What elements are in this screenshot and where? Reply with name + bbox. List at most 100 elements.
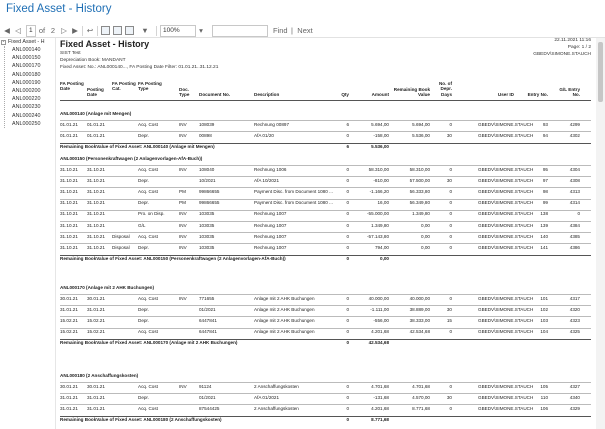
cell-document-no: 01/2021 [199, 394, 216, 400]
cell-amount: 1.349,80 [371, 222, 389, 228]
cell-gl-entry-no: 4384 [569, 222, 580, 228]
tree-item[interactable]: ANL000180 [12, 71, 41, 78]
cell-user-id: GBEDV\SIMONE.STAUCH [478, 405, 534, 411]
cell-depr-days: 30 [446, 306, 452, 312]
row-divider [60, 393, 591, 395]
cell-fa-posting-date: 30.01.21 [60, 383, 78, 389]
next-link[interactable]: Next [297, 26, 313, 35]
next-page-icon[interactable]: ▷ [61, 26, 67, 35]
cell-document-no: 91124 [199, 383, 212, 389]
cell-fa-posting-type: Depr. [138, 200, 149, 206]
cell-amount: -57.143,80 [367, 233, 389, 239]
report-toolbar: ◀ ◁ 1 of 2 ▷ ▶ ↩ ▼ 100% ▾ Find | Next [0, 24, 605, 38]
cell-amount: 4.201,68 [371, 405, 389, 411]
last-page-icon[interactable]: ▶ [72, 26, 78, 35]
tree-item[interactable]: ANL000190 [12, 79, 41, 86]
cell-depr-days: 30 [446, 394, 452, 400]
cell-document-no: 01/2021 [199, 306, 216, 312]
cell-remaining-book-value: 57.500,00 [409, 177, 430, 183]
tree-item[interactable]: ANL000250 [12, 120, 41, 127]
cell-user-id: GBEDV\SIMONE.STAUCH [478, 177, 534, 183]
cell-depr-days: 0 [449, 211, 452, 217]
find-input[interactable] [212, 25, 268, 37]
cell-amount: 4.701,68 [371, 383, 389, 389]
cell-depr-days: 0 [449, 405, 452, 411]
first-page-icon[interactable]: ◀ [4, 26, 10, 35]
cell-description: 2 Anschaffungskosten [254, 383, 299, 389]
cell-depr-days: 0 [449, 200, 452, 206]
title-bar: Fixed Asset - History [0, 0, 605, 24]
row-divider [60, 131, 591, 133]
tree-item[interactable]: ANL000200 [12, 88, 41, 94]
cell-gl-entry-no: 4385 [569, 233, 580, 239]
collapse-icon[interactable]: - [1, 39, 6, 45]
export-icon[interactable]: ▼ [141, 26, 149, 35]
cell-remaining-book-value: 1.349,80 [412, 211, 430, 217]
tree-item[interactable]: ANL000140 [12, 47, 41, 53]
back-icon[interactable]: ↩ [86, 26, 94, 35]
cell-amount: 794,00 [374, 244, 389, 250]
cell-fa-posting-type: Depr. [138, 132, 149, 138]
tree-item[interactable]: ANL000150 [12, 55, 41, 62]
tree-item[interactable]: ANL000230 [12, 104, 41, 111]
group-total-qty: 0 [346, 340, 349, 346]
cell-description: Anlage mit 2 AHK Buchungen [254, 317, 315, 323]
cell-fa-posting-date: 31.10.21 [60, 200, 78, 206]
tree-item[interactable]: ANL000170 [12, 63, 41, 70]
cell-remaining-book-value: 4.701,68 [412, 383, 430, 389]
cell-user-id: GBEDV\SIMONE.STAUCH [478, 132, 534, 138]
cell-description: Anlage mit 2 AHK Buchungen [254, 295, 315, 301]
cell-posting-date: 31.10.21 [87, 177, 105, 183]
group-total-label: Remaining BookValue of Fixed Asset: ANL0… [60, 340, 238, 346]
cell-amount: 40.000,00 [368, 295, 389, 301]
tree-item[interactable]: ANL000220 [12, 96, 41, 103]
cell-qty: 0 [346, 233, 349, 239]
row-divider [60, 142, 591, 144]
group-total-label: Remaining BookValue of Fixed Asset: ANL0… [60, 256, 286, 262]
window-title: Fixed Asset - History [6, 3, 112, 15]
row-divider [60, 416, 591, 418]
tree-item[interactable]: ANL000240 [12, 112, 41, 119]
cell-depr-days: 0 [449, 244, 452, 250]
cell-document-no: 99866655 [199, 200, 220, 206]
cell-document-no: 6447841 [199, 329, 217, 335]
cell-qty: 0 [346, 166, 349, 172]
cell-qty: 0 [346, 222, 349, 228]
zoom-select[interactable]: 100% [160, 25, 196, 37]
zoom-dropdown-icon[interactable]: ▾ [199, 26, 203, 35]
previous-page-icon[interactable]: ◁ [15, 26, 21, 35]
cell-gl-entry-no: 4304 [569, 166, 580, 172]
cell-fa-posting-type: Depr. [138, 394, 149, 400]
cell-fa-posting-date: 31.10.21 [60, 177, 78, 183]
cell-description: AfA 10/2021 [254, 177, 280, 183]
row-divider [60, 243, 591, 245]
cell-entry-no: 139 [540, 222, 548, 228]
cell-fa-posting-type: Depr. [138, 244, 149, 250]
vertical-scrollbar[interactable] [596, 38, 605, 429]
page-setup-icon[interactable] [125, 26, 134, 35]
cell-fa-posting-type: Acq. Cost [138, 405, 158, 411]
find-link[interactable]: Find [273, 26, 288, 35]
group-total-qty: 0 [346, 417, 349, 423]
page-number-input[interactable]: 1 [26, 25, 36, 37]
row-divider [60, 339, 591, 341]
print-layout-icon[interactable] [113, 26, 122, 35]
print-icon[interactable] [101, 26, 110, 35]
cell-fa-posting-date: 15.02.21 [60, 317, 78, 323]
cell-entry-no: 140 [540, 233, 548, 239]
cell-depr-days: 0 [449, 188, 452, 194]
scrollbar-thumb[interactable] [598, 42, 603, 102]
cell-user-id: GBEDV\SIMONE.STAUCH [478, 233, 534, 239]
cell-amount: -55.000,00 [367, 211, 389, 217]
cell-amount: 4.201,68 [371, 329, 389, 335]
cell-qty: 0 [346, 132, 349, 138]
tree-root[interactable]: Fixed Asset - H [8, 39, 45, 45]
cell-doc-type: INV [179, 295, 187, 301]
cell-description: Anlage mit 2 AHK Buchungen [254, 306, 315, 312]
col-remaining-book-value: Remaining Book Value [393, 87, 430, 98]
cell-gl-entry-no: 4313 [569, 188, 580, 194]
report-page-number: Page: 1 / 2 [567, 45, 591, 50]
cell-remaining-book-value: 42.534,68 [409, 329, 430, 335]
cell-document-no: 00898 [199, 132, 212, 138]
cell-fa-posting-date: 01.01.21 [60, 121, 78, 127]
